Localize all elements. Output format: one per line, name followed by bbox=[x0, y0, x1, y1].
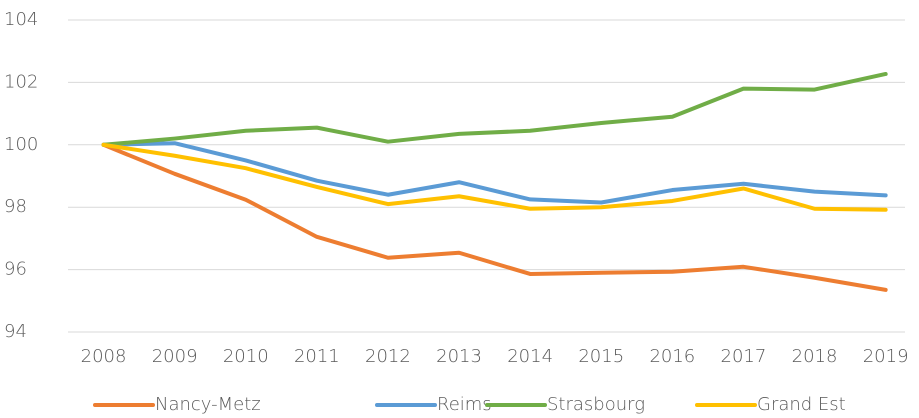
x-tick-label: 2017 bbox=[721, 346, 767, 367]
y-tick-label: 98 bbox=[4, 196, 27, 217]
series-line bbox=[101, 142, 888, 292]
series-line bbox=[101, 71, 888, 147]
x-tick-label: 2015 bbox=[578, 346, 624, 367]
x-tick-label: 2010 bbox=[223, 346, 269, 367]
x-tick-label: 2008 bbox=[81, 346, 127, 367]
y-tick-label: 100 bbox=[4, 134, 38, 155]
x-tick-label: 2014 bbox=[507, 346, 553, 367]
x-tick-label: 2009 bbox=[152, 346, 198, 367]
y-tick-label: 94 bbox=[4, 321, 27, 342]
x-tick-label: 2019 bbox=[863, 346, 909, 367]
y-tick-label: 102 bbox=[4, 71, 38, 92]
legend-label: Grand Est bbox=[757, 394, 846, 415]
legend-label: Nancy-Metz bbox=[155, 394, 261, 415]
x-tick-label: 2013 bbox=[436, 346, 482, 367]
x-tick-label: 2016 bbox=[649, 346, 695, 367]
legend-label: Reims bbox=[437, 394, 492, 415]
y-tick-label: 104 bbox=[4, 9, 38, 30]
x-tick-label: 2011 bbox=[294, 346, 340, 367]
legend-label: Strasbourg bbox=[547, 394, 645, 415]
series-line bbox=[101, 141, 888, 205]
series-line bbox=[101, 142, 888, 212]
y-tick-label: 96 bbox=[4, 259, 27, 280]
x-tick-label: 2012 bbox=[365, 346, 411, 367]
x-tick-label: 2018 bbox=[792, 346, 838, 367]
